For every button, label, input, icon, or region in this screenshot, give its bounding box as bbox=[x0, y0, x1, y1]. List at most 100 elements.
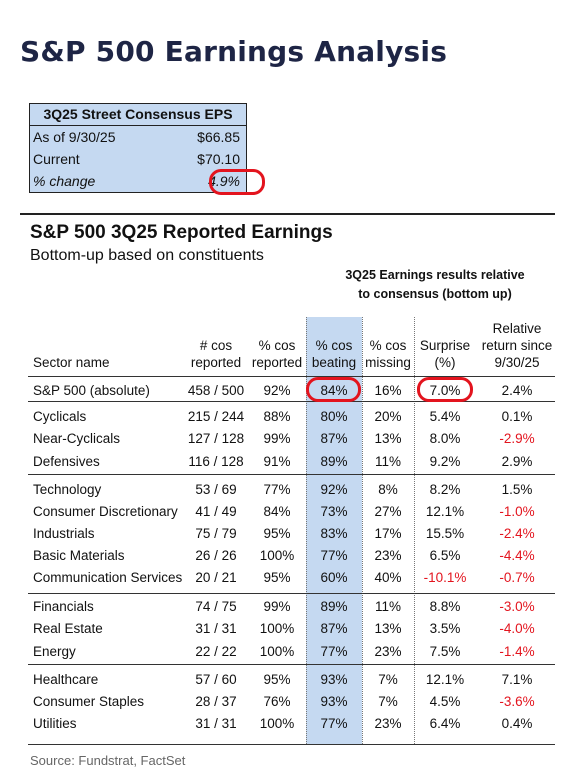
cell-rel-return: -4.0% bbox=[499, 621, 535, 636]
cell-beating: 93% bbox=[320, 694, 348, 709]
sector-name: Utilities bbox=[33, 716, 77, 731]
table-title: S&P 500 3Q25 Reported Earnings bbox=[30, 222, 333, 243]
cell-beating: 89% bbox=[320, 599, 348, 614]
cell-rel-return: -1.0% bbox=[499, 504, 535, 519]
sector-name: Industrials bbox=[33, 526, 95, 541]
cell-beating: 77% bbox=[320, 644, 348, 659]
cell-missing: 13% bbox=[374, 431, 402, 446]
cell-surprise: 8.0% bbox=[429, 431, 461, 446]
consensus-eps-header: 3Q25 Street Consensus EPS bbox=[30, 104, 246, 126]
cell-reported: 75 / 79 bbox=[195, 526, 237, 541]
cell-beating: 87% bbox=[320, 621, 348, 636]
cell-surprise: 12.1% bbox=[425, 504, 465, 519]
cell-missing: 27% bbox=[374, 504, 402, 519]
cell-missing: 23% bbox=[374, 644, 402, 659]
cell-pct-reported: 92% bbox=[263, 383, 291, 398]
cell-beating: 77% bbox=[320, 716, 348, 731]
table-row: Communication Services 20 / 21 95% 60% 40% -1… bbox=[0, 567, 578, 589]
cell-reported: 41 / 49 bbox=[195, 504, 237, 519]
cell-surprise: 6.5% bbox=[429, 548, 461, 563]
sector-name: Energy bbox=[33, 644, 76, 659]
col-header-beating: % cos beating bbox=[311, 338, 357, 370]
sector-name: Consumer Discretionary bbox=[33, 504, 178, 519]
cell-missing: 13% bbox=[374, 621, 402, 636]
cell-missing: 40% bbox=[374, 570, 402, 585]
sector-name: S&P 500 (absolute) bbox=[33, 383, 150, 398]
cell-pct-reported: 76% bbox=[263, 694, 291, 709]
cell-surprise: 7.5% bbox=[429, 644, 461, 659]
table-row: Industrials 75 / 79 95% 83% 17% 15.5% -2.4% bbox=[0, 523, 578, 545]
consensus-label: Current bbox=[33, 151, 80, 167]
cell-missing: 11% bbox=[374, 599, 402, 614]
consensus-value: $70.10 bbox=[197, 151, 240, 167]
sector-name: Basic Materials bbox=[33, 548, 125, 563]
sector-name: Near-Cyclicals bbox=[33, 431, 121, 446]
cell-pct-reported: 95% bbox=[263, 526, 291, 541]
col-header-sector: Sector name bbox=[33, 355, 110, 370]
cell-reported: 458 / 500 bbox=[187, 383, 245, 398]
cell-rel-return: -3.6% bbox=[499, 694, 535, 709]
cell-surprise: 6.4% bbox=[429, 716, 461, 731]
cell-missing: 8% bbox=[378, 482, 398, 497]
cell-rel-return: -2.9% bbox=[499, 431, 535, 446]
cell-pct-reported: 95% bbox=[263, 570, 291, 585]
cell-beating: 93% bbox=[320, 672, 348, 687]
group-rule bbox=[28, 593, 555, 594]
cell-pct-reported: 100% bbox=[259, 621, 295, 636]
cell-rel-return: 0.1% bbox=[501, 409, 533, 424]
table-subtitle: Bottom-up based on constituents bbox=[30, 247, 264, 264]
cell-surprise: 12.1% bbox=[425, 672, 465, 687]
table-row: Defensives 116 / 128 91% 89% 11% 9.2% 2.9% bbox=[0, 451, 578, 473]
cell-pct-reported: 99% bbox=[263, 599, 291, 614]
cell-rel-return: 1.5% bbox=[501, 482, 533, 497]
group-header-line: to consensus (bottom up) bbox=[358, 287, 512, 301]
cell-pct-reported: 100% bbox=[259, 716, 295, 731]
cell-beating: 92% bbox=[320, 482, 348, 497]
col-header-relative-return: Relative return since 9/30/25 bbox=[481, 321, 553, 370]
cell-surprise: 7.0% bbox=[429, 383, 461, 398]
cell-beating: 60% bbox=[320, 570, 348, 585]
sector-name: Healthcare bbox=[33, 672, 99, 687]
consensus-label: As of 9/30/25 bbox=[33, 129, 116, 145]
column-separator bbox=[414, 317, 415, 744]
table-row: Healthcare 57 / 60 95% 93% 7% 12.1% 7.1% bbox=[0, 669, 578, 691]
cell-surprise: 4.5% bbox=[429, 694, 461, 709]
cell-beating: 83% bbox=[320, 526, 348, 541]
sector-name: Financials bbox=[33, 599, 94, 614]
cell-reported: 116 / 128 bbox=[188, 454, 244, 469]
cell-reported: 74 / 75 bbox=[195, 599, 237, 614]
cell-rel-return: 2.9% bbox=[501, 454, 533, 469]
cell-pct-reported: 88% bbox=[263, 409, 291, 424]
group-rule bbox=[28, 664, 555, 665]
cell-beating: 77% bbox=[320, 548, 348, 563]
cell-missing: 16% bbox=[374, 383, 402, 398]
cell-reported: 31 / 31 bbox=[195, 621, 237, 636]
cell-surprise: 8.8% bbox=[429, 599, 461, 614]
cell-reported: 215 / 244 bbox=[187, 409, 245, 424]
sector-name: Communication Services bbox=[33, 570, 183, 585]
sector-name: Technology bbox=[33, 482, 102, 497]
cell-rel-return: -1.4% bbox=[499, 644, 535, 659]
consensus-row: As of 9/30/25 $66.85 bbox=[30, 126, 246, 148]
sector-name: Real Estate bbox=[33, 621, 103, 636]
table-row: Cyclicals 215 / 244 88% 80% 20% 5.4% 0.1% bbox=[0, 406, 578, 428]
cell-pct-reported: 100% bbox=[259, 548, 295, 563]
cell-surprise: -10.1% bbox=[423, 570, 467, 585]
table-row: Basic Materials 26 / 26 100% 77% 23% 6.5% -4.4… bbox=[0, 545, 578, 567]
highlight-oval-beating bbox=[306, 377, 361, 402]
table-row: Energy 22 / 22 100% 77% 23% 7.5% -1.4% bbox=[0, 641, 578, 663]
cell-missing: 23% bbox=[374, 548, 402, 563]
cell-reported: 31 / 31 bbox=[195, 716, 237, 731]
cell-reported: 22 / 22 bbox=[195, 644, 237, 659]
column-separator bbox=[306, 317, 307, 744]
group-header-line: 3Q25 Earnings results relative bbox=[345, 268, 525, 282]
cell-pct-reported: 77% bbox=[263, 482, 291, 497]
column-separator bbox=[362, 317, 363, 744]
group-rule bbox=[28, 474, 555, 475]
cell-rel-return: -2.4% bbox=[499, 526, 535, 541]
group-rule bbox=[28, 401, 555, 402]
table-row: Real Estate 31 / 31 100% 87% 13% 3.5% -4.0% bbox=[0, 618, 578, 640]
cell-beating: 87% bbox=[320, 431, 348, 446]
cell-surprise: 3.5% bbox=[429, 621, 461, 636]
cell-reported: 26 / 26 bbox=[195, 548, 237, 563]
